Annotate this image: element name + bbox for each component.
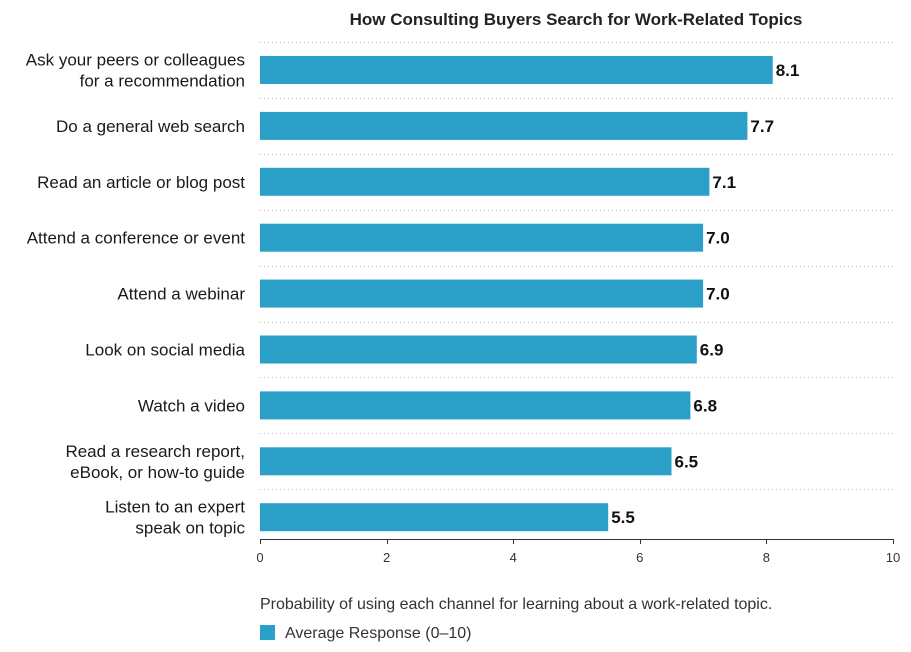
value-label: 6.9 bbox=[700, 341, 724, 360]
bars bbox=[260, 56, 773, 532]
bar bbox=[260, 391, 691, 420]
bar bbox=[260, 279, 704, 308]
x-tick-label: 4 bbox=[510, 550, 517, 565]
grid-lines bbox=[260, 42, 893, 490]
x-axis: 0 2 4 6 8 10 bbox=[256, 539, 900, 565]
x-tick-label: 2 bbox=[383, 550, 390, 565]
category-label: Listen to an expert bbox=[105, 498, 245, 517]
category-label: Look on social media bbox=[85, 341, 245, 360]
category-label: for a recommendation bbox=[80, 72, 245, 91]
chart-title: How Consulting Buyers Search for Work-Re… bbox=[350, 10, 803, 29]
value-labels: 8.1 7.7 7.1 7.0 7.0 6.9 6.8 6.5 5.5 bbox=[611, 61, 799, 527]
category-label: Attend a conference or event bbox=[27, 229, 246, 248]
x-tick-label: 8 bbox=[763, 550, 770, 565]
bar bbox=[260, 167, 710, 196]
bar bbox=[260, 503, 609, 532]
category-label: Attend a webinar bbox=[117, 285, 245, 304]
category-label: Do a general web search bbox=[56, 117, 245, 136]
value-label: 6.8 bbox=[693, 396, 717, 415]
x-tick-label: 6 bbox=[636, 550, 643, 565]
bar bbox=[260, 111, 748, 140]
category-label: Watch a video bbox=[138, 396, 245, 415]
value-label: 7.7 bbox=[750, 117, 774, 136]
x-tick-label: 0 bbox=[256, 550, 263, 565]
category-label: Read a research report, bbox=[65, 442, 245, 461]
bar bbox=[260, 335, 697, 364]
category-label: Read an article or blog post bbox=[37, 173, 245, 192]
value-label: 7.0 bbox=[706, 229, 730, 248]
bar bbox=[260, 56, 773, 84]
value-label: 7.0 bbox=[706, 285, 730, 304]
bar bbox=[260, 447, 672, 476]
value-label: 6.5 bbox=[675, 452, 699, 471]
bar bbox=[260, 223, 704, 252]
category-label: Ask your peers or colleagues bbox=[26, 51, 245, 70]
legend-swatch bbox=[260, 625, 275, 640]
category-labels: Ask your peers or colleagues for a recomm… bbox=[26, 51, 246, 538]
legend-label: Average Response (0–10) bbox=[285, 625, 472, 642]
x-axis-caption: Probability of using each channel for le… bbox=[260, 596, 772, 613]
value-label: 7.1 bbox=[712, 173, 736, 192]
legend: Average Response (0–10) bbox=[260, 625, 472, 642]
category-label: eBook, or how-to guide bbox=[70, 463, 245, 482]
category-label: speak on topic bbox=[135, 519, 245, 538]
value-label: 8.1 bbox=[776, 61, 800, 80]
value-label: 5.5 bbox=[611, 508, 635, 527]
x-tick-label: 10 bbox=[886, 550, 900, 565]
